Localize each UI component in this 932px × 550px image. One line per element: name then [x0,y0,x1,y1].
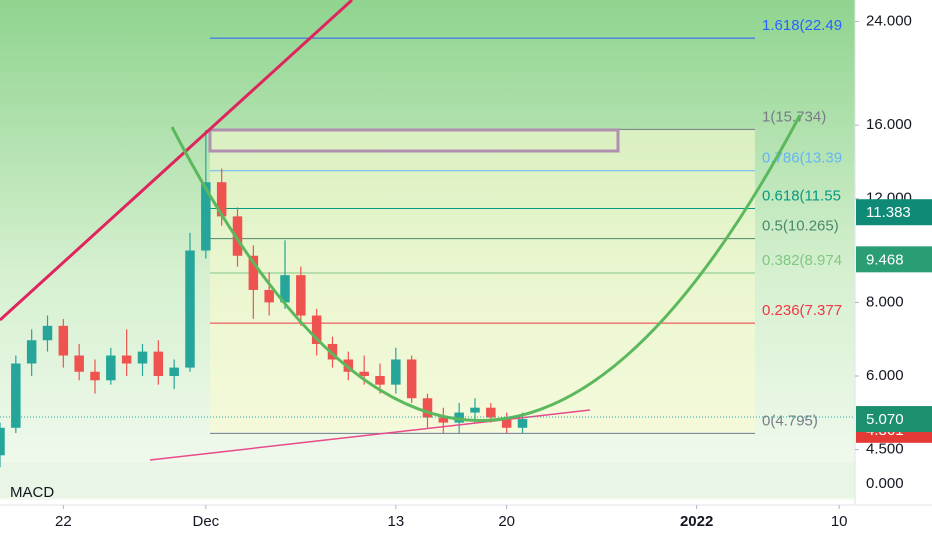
candle-body [74,355,84,372]
candle-body [0,427,5,456]
price-badge [856,199,932,226]
candle-body [26,340,37,364]
candle-body [454,412,464,423]
candle-body [422,398,433,418]
price-badge-label: 5.070 [866,411,904,428]
price-badge-label: 11.383 [866,204,911,221]
price-badge-label: 9.468 [866,251,904,268]
y-tick-label: 8.000 [866,293,904,310]
candle-body [106,355,116,381]
candle-body [359,371,369,376]
candle-body [327,343,338,360]
trend-line [0,0,354,322]
y-tick-label: 24.000 [866,12,912,29]
y-tick-label: 6.000 [866,367,904,384]
candle-body [201,182,211,251]
fib-label: 0.5(10.265) [762,218,839,235]
fib-label: 0(4.795) [762,412,818,429]
x-tick-label: 13 [387,513,404,530]
fib-area [210,130,755,432]
fib-label: 0.382(8.974 [762,252,842,269]
candle-body [216,182,227,217]
y-tick-label: 4.500 [866,441,904,458]
candle-body [406,359,417,399]
fib-label: 0.236(7.377 [762,302,842,319]
candle-body [311,315,322,344]
candle-body [501,417,512,428]
candle-body [264,289,274,303]
candle-body [470,407,480,413]
support-line [149,409,591,461]
candle-body [486,407,496,418]
price-badge [856,406,932,433]
y-tick-label: 16.000 [866,116,912,133]
candle-body [169,367,179,376]
candle-body [90,371,100,381]
macd-pane [0,462,855,498]
candle-body [58,325,69,356]
rectangle-drawing [208,128,620,153]
x-tick-label: 2022 [680,513,713,530]
candle-body [248,255,259,290]
candle-body [185,250,195,368]
fib-label: 1(15.734) [762,108,826,125]
x-tick-label: 10 [831,513,848,530]
fib-label: 1.618(22.49 [762,17,842,34]
cup-curve [170,114,802,422]
x-tick-label: Dec [192,513,219,530]
candle-body [280,275,290,303]
x-tick-label: 20 [498,513,515,530]
price-badge [856,246,932,273]
x-tick-label: 22 [55,513,72,530]
candle-body [42,325,53,341]
candle-body [438,417,449,423]
candles [0,129,528,468]
fib-group: 1.618(22.49 1(15.734) 0.786(13.39 0.618(11.… [210,17,842,434]
candle-body [375,375,385,385]
candle-body [137,351,148,364]
candle-body [296,275,306,316]
candle-body [153,351,164,376]
macd-label: MACD [10,484,54,501]
candle-body [121,355,132,364]
candle-body [517,419,528,428]
candle-body [232,216,243,256]
candle-body [343,359,354,372]
fib-label: 0.786(13.39 [762,150,842,167]
candle-body [11,363,21,428]
fib-label: 0.618(11.55 [762,187,841,204]
macd-tick-label: 0.000 [866,475,904,492]
candle-body [391,359,401,385]
